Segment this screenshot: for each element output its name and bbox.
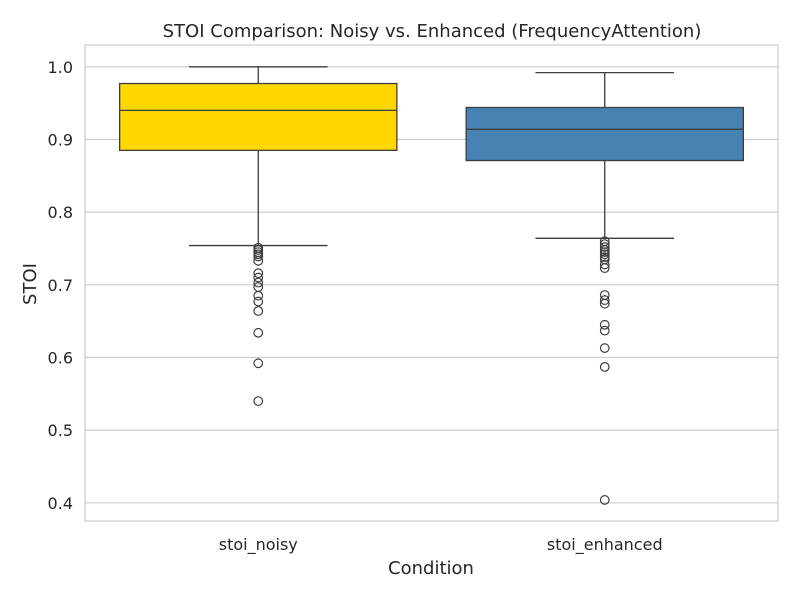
y-axis-label: STOI (20, 263, 41, 305)
box-group-stoi_enhanced (465, 71, 745, 505)
outlier-point (599, 290, 610, 300)
x-tick-label: stoi_enhanced (547, 535, 663, 555)
outlier-point (599, 259, 610, 270)
outlier-point (599, 249, 610, 260)
outlier-point (253, 277, 264, 288)
outlier-point (253, 251, 264, 262)
outlier-point (599, 263, 610, 274)
iqr-box (119, 82, 398, 152)
x-axis-label: Condition (388, 558, 474, 579)
outlier-point (599, 298, 610, 309)
outlier-point (599, 362, 610, 372)
x-tick-labels: stoi_noisy stoi_enhanced (219, 535, 663, 555)
boxes-layer (119, 66, 745, 505)
outlier-point (253, 255, 264, 266)
outlier-point (599, 319, 610, 330)
outlier-point (253, 327, 264, 338)
outlier-point (599, 295, 610, 305)
y-tick-label: 0.9 (48, 130, 73, 149)
plot-frame (84, 44, 779, 522)
x-tick-label: stoi_noisy (219, 535, 298, 555)
y-tick-label: 0.8 (48, 203, 73, 222)
y-tick-label: 0.7 (48, 276, 73, 295)
chart-title: STOI Comparison: Noisy vs. Enhanced (Fre… (163, 21, 702, 42)
outlier-point (253, 296, 264, 307)
outlier-point (599, 325, 610, 336)
y-tick-label: 0.5 (48, 421, 73, 440)
outlier-point (253, 272, 264, 283)
outlier-point (253, 268, 264, 279)
outlier-point (253, 306, 264, 316)
iqr-box (465, 106, 745, 162)
y-tick-labels: 0.4 0.5 0.6 0.7 0.8 0.9 1.0 (48, 58, 73, 513)
outlier-point (253, 290, 264, 301)
outlier-point (599, 495, 610, 505)
outlier-point (253, 358, 264, 369)
y-tick-label: 1.0 (48, 58, 73, 77)
y-tick-label: 0.4 (48, 494, 73, 513)
outlier-point (253, 396, 264, 406)
y-tick-label: 0.6 (48, 348, 73, 367)
outlier-point (599, 343, 610, 353)
outlier-point (599, 242, 610, 252)
outlier-point (599, 239, 610, 250)
box-group-stoi_noisy (119, 66, 398, 406)
